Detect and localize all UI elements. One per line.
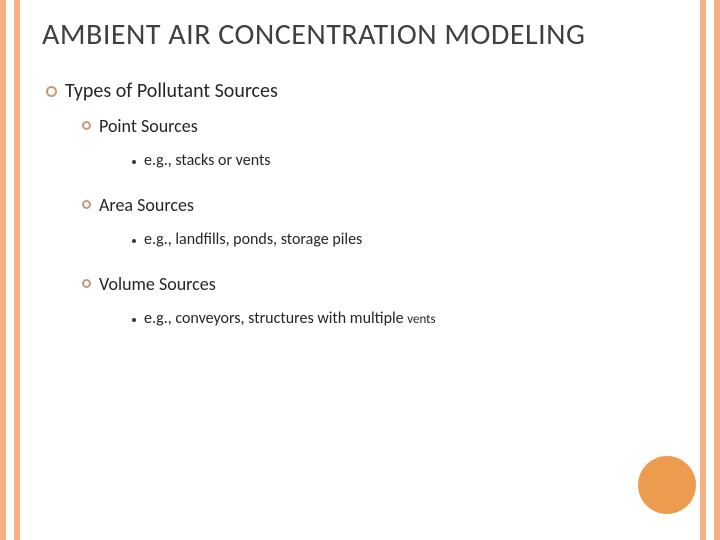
decor-stripe-left-inner [14,0,20,540]
level1-text: Types of Pollutant Sources [65,79,278,103]
slide-title: AMBIENT AIR CONCENTRATION MODELING [42,18,678,53]
level3-small: vents [407,312,435,327]
ring-bullet-icon [82,279,91,288]
bullet-level1: Types of Pollutant Sources [46,79,678,103]
level3-text: e.g., stacks or vents [144,151,271,170]
bullet-level2: Volume Sources [82,273,678,295]
slide-content: AMBIENT AIR CONCENTRATION MODELING Types… [42,18,678,352]
bullet-level3: e.g., stacks or vents [132,151,678,170]
bullet-level2: Area Sources [82,194,678,216]
ring-bullet-icon [46,86,57,97]
decor-accent-circle [638,456,696,514]
decor-stripe-right-outer [714,0,720,540]
decor-stripe-right-inner [700,0,706,540]
ring-bullet-icon [82,200,91,209]
bullet-level3: e.g., landfills, ponds, storage piles [132,230,678,249]
dot-bullet-icon [132,239,136,243]
dot-bullet-icon [132,160,136,164]
level3-text: e.g., landfills, ponds, storage piles [144,230,362,249]
level3-text: e.g., conveyors, structures with multipl… [144,309,436,328]
dot-bullet-icon [132,318,136,322]
level2-text: Point Sources [99,115,198,137]
decor-stripe-left-outer [0,0,6,540]
level3-main: e.g., conveyors, structures with multipl… [144,309,404,328]
level2-text: Area Sources [99,194,194,216]
ring-bullet-icon [82,121,91,130]
bullet-level3: e.g., conveyors, structures with multipl… [132,309,678,328]
bullet-level2: Point Sources [82,115,678,137]
level2-text: Volume Sources [99,273,216,295]
